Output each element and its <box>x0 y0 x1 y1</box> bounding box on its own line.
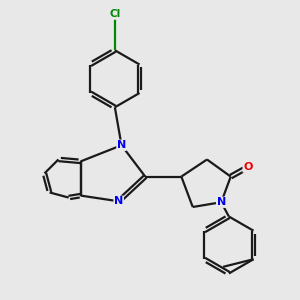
Text: Cl: Cl <box>109 9 121 19</box>
Text: O: O <box>243 162 253 172</box>
Text: N: N <box>217 197 226 207</box>
Text: N: N <box>117 140 126 150</box>
Text: N: N <box>114 196 123 206</box>
